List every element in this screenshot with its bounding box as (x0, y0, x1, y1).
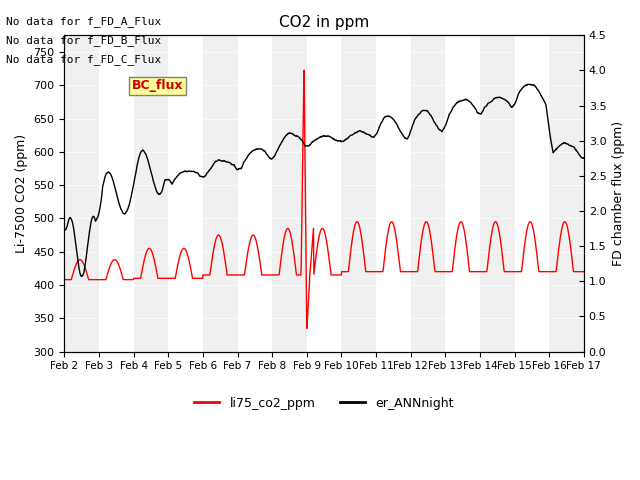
Bar (515, 36, 549, 351)
Title: CO2 in ppm: CO2 in ppm (279, 15, 369, 30)
Bar (584, 36, 618, 351)
Bar (99, 36, 134, 351)
Bar (411, 36, 445, 351)
Bar (237, 36, 272, 351)
Bar (134, 36, 168, 351)
Text: No data for f_FD_C_Flux: No data for f_FD_C_Flux (6, 54, 162, 65)
Bar (445, 36, 480, 351)
Bar (341, 36, 376, 351)
Text: No data for f_FD_A_Flux: No data for f_FD_A_Flux (6, 16, 162, 27)
Bar (307, 36, 341, 351)
Legend: li75_co2_ppm, er_ANNnight: li75_co2_ppm, er_ANNnight (189, 392, 459, 415)
Bar (203, 36, 237, 351)
Bar (272, 36, 307, 351)
Bar (376, 36, 411, 351)
Bar (168, 36, 203, 351)
Bar (65, 36, 99, 351)
Y-axis label: FD chamber flux (ppm): FD chamber flux (ppm) (612, 121, 625, 266)
Bar (549, 36, 584, 351)
Y-axis label: Li-7500 CO2 (ppm): Li-7500 CO2 (ppm) (15, 134, 28, 253)
Text: BC_flux: BC_flux (132, 79, 184, 92)
Bar (480, 36, 515, 351)
Text: No data for f_FD_B_Flux: No data for f_FD_B_Flux (6, 35, 162, 46)
